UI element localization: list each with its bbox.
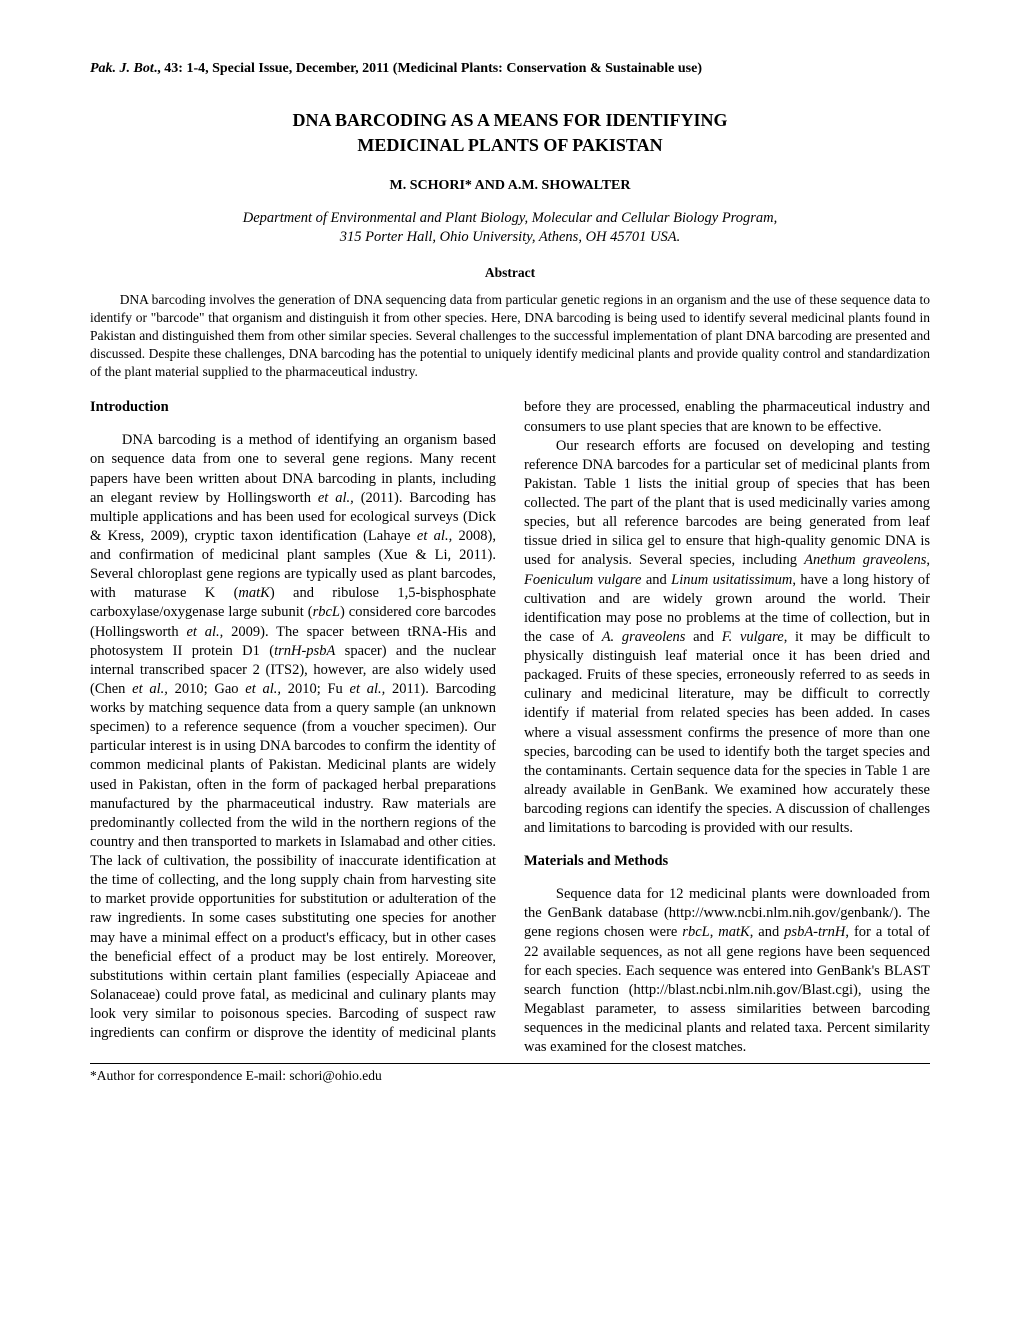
abstract-text: DNA barcoding involves the generation of…: [90, 291, 930, 380]
journal-citation: Pak. J. Bot., 43: 1-4, Special Issue, De…: [90, 60, 930, 78]
footer-rule: *Author for correspondence E-mail: schor…: [90, 1063, 930, 1085]
paper-title: DNA BARCODING AS A MEANS FOR IDENTIFYING…: [90, 108, 930, 158]
affiliation: Department of Environmental and Plant Bi…: [90, 209, 930, 248]
materials-heading: Materials and Methods: [524, 852, 930, 871]
journal-abbrev: Pak. J. Bot: [90, 61, 154, 76]
authors: M. SCHORI* AND A.M. SHOWALTER: [90, 177, 930, 195]
abstract-heading: Abstract: [90, 264, 930, 282]
title-line-2: MEDICINAL PLANTS OF PAKISTAN: [357, 135, 662, 155]
title-line-1: DNA BARCODING AS A MEANS FOR IDENTIFYING: [292, 110, 727, 130]
materials-paragraph: Sequence data for 12 medicinal plants we…: [524, 885, 930, 1057]
intro-paragraph-2: Our research efforts are focused on deve…: [524, 437, 930, 839]
spacer: [524, 838, 930, 852]
body-columns: Introduction DNA barcoding is a method o…: [90, 398, 930, 1057]
introduction-heading: Introduction: [90, 398, 496, 417]
correspondence-note: *Author for correspondence E-mail: schor…: [90, 1067, 930, 1085]
affiliation-line-1: Department of Environmental and Plant Bi…: [243, 210, 778, 226]
affiliation-line-2: 315 Porter Hall, Ohio University, Athens…: [340, 229, 680, 245]
citation-details: ., 43: 1-4, Special Issue, December, 201…: [154, 61, 702, 76]
